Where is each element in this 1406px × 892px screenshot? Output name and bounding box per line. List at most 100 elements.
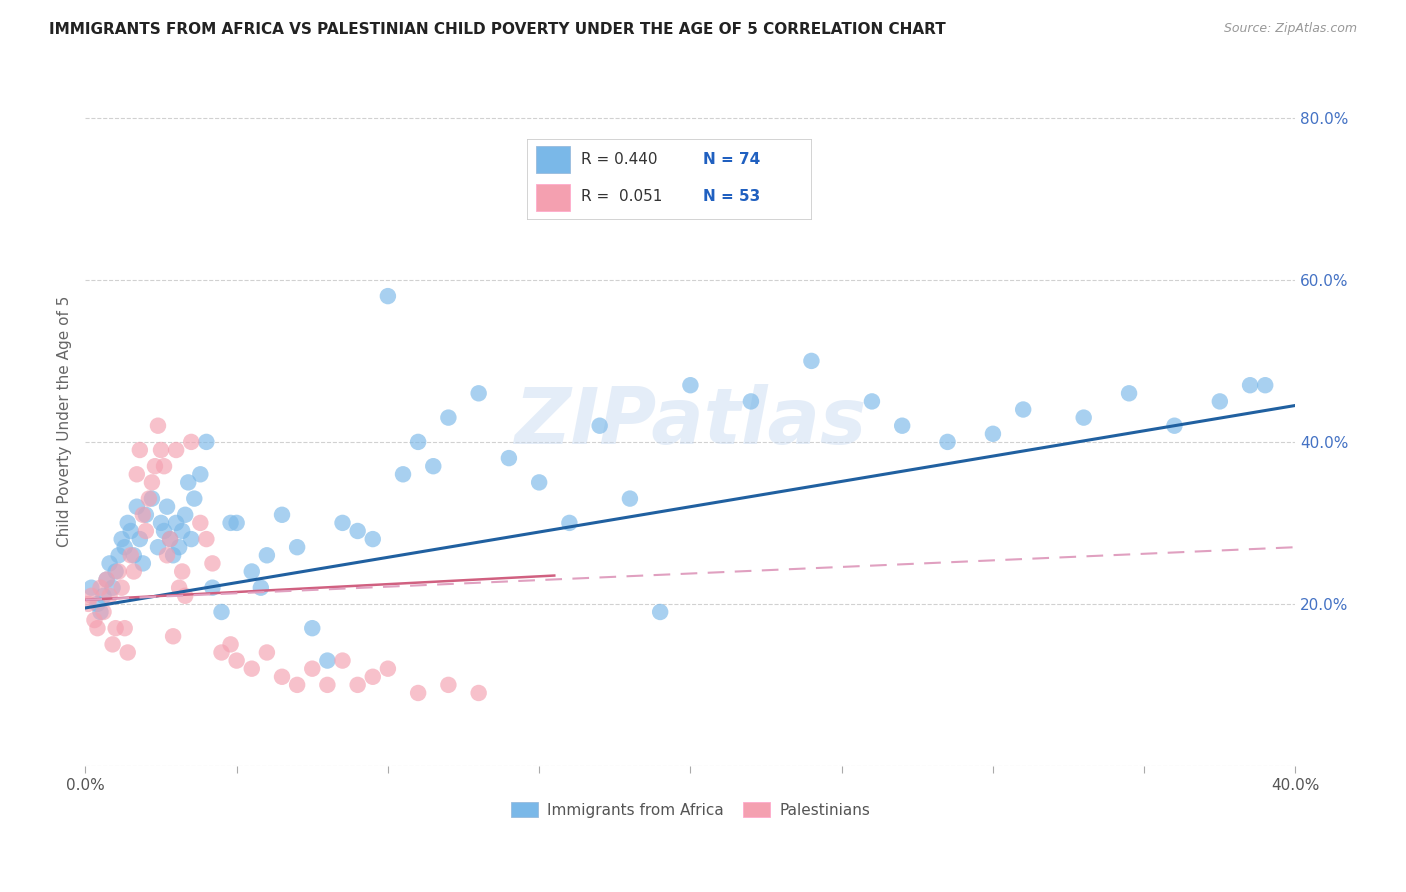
Point [120, 549, 142, 563]
Point [467, 686, 489, 700]
Point [619, 491, 641, 506]
Point [153, 524, 176, 538]
Point [86, 621, 108, 635]
Point [679, 378, 702, 392]
Point [316, 678, 339, 692]
Point [301, 662, 323, 676]
Point [285, 540, 308, 554]
Point [96, 573, 118, 587]
Point [93, 605, 115, 619]
Point [527, 475, 550, 490]
Point [437, 678, 460, 692]
Point [332, 516, 354, 530]
Point [346, 524, 368, 538]
Point [128, 442, 150, 457]
Point [125, 500, 148, 514]
Point [437, 410, 460, 425]
Point [240, 565, 263, 579]
Point [167, 581, 190, 595]
Point [936, 434, 959, 449]
Point [800, 354, 823, 368]
Point [159, 532, 181, 546]
Point [1239, 378, 1261, 392]
Point [225, 654, 247, 668]
Point [146, 540, 169, 554]
Point [256, 645, 278, 659]
Point [111, 532, 134, 546]
Point [132, 557, 155, 571]
Point [107, 565, 129, 579]
Point [188, 467, 211, 482]
Point [156, 500, 179, 514]
Point [141, 475, 163, 490]
Point [162, 629, 184, 643]
Point [188, 516, 211, 530]
Point [98, 589, 121, 603]
Point [981, 426, 1004, 441]
Point [101, 581, 124, 595]
Point [159, 532, 181, 546]
Point [1163, 418, 1185, 433]
Point [740, 394, 762, 409]
Point [891, 418, 914, 433]
Point [285, 678, 308, 692]
Point [122, 549, 145, 563]
Point [120, 524, 142, 538]
Point [111, 581, 134, 595]
Point [89, 605, 111, 619]
Point [146, 418, 169, 433]
Point [377, 289, 399, 303]
Text: IMMIGRANTS FROM AFRICA VS PALESTINIAN CHILD POVERTY UNDER THE AGE OF 5 CORRELATI: IMMIGRANTS FROM AFRICA VS PALESTINIAN CH… [49, 22, 946, 37]
Point [180, 532, 202, 546]
Point [361, 670, 384, 684]
Text: Source: ZipAtlas.com: Source: ZipAtlas.com [1223, 22, 1357, 36]
Point [83, 613, 105, 627]
Point [156, 549, 179, 563]
Point [117, 516, 139, 530]
Point [1118, 386, 1140, 401]
Point [150, 516, 173, 530]
Point [125, 467, 148, 482]
Point [201, 581, 224, 595]
Point [174, 589, 197, 603]
Point [114, 621, 136, 635]
Point [150, 442, 173, 457]
Point [860, 394, 883, 409]
Point [211, 605, 233, 619]
Text: ZIPatlas: ZIPatlas [515, 384, 866, 459]
Point [167, 540, 190, 554]
Point [1012, 402, 1035, 417]
Point [250, 581, 273, 595]
Point [93, 589, 115, 603]
Point [219, 637, 242, 651]
Point [271, 508, 294, 522]
Point [180, 434, 202, 449]
Point [406, 434, 429, 449]
Point [195, 434, 218, 449]
Point [377, 662, 399, 676]
Point [132, 508, 155, 522]
Point [104, 565, 127, 579]
Point [1254, 378, 1277, 392]
Point [138, 491, 160, 506]
Point [361, 532, 384, 546]
Point [332, 654, 354, 668]
Point [101, 637, 124, 651]
Point [80, 581, 103, 595]
Point [316, 654, 339, 668]
Point [225, 516, 247, 530]
Y-axis label: Child Poverty Under the Age of 5: Child Poverty Under the Age of 5 [58, 296, 72, 548]
Point [1073, 410, 1095, 425]
Point [177, 475, 200, 490]
Point [301, 621, 323, 635]
Point [107, 549, 129, 563]
Point [165, 442, 187, 457]
Point [1209, 394, 1232, 409]
Point [392, 467, 415, 482]
Point [96, 573, 118, 587]
Point [162, 549, 184, 563]
Point [104, 621, 127, 635]
Point [201, 557, 224, 571]
Legend: Immigrants from Africa, Palestinians: Immigrants from Africa, Palestinians [505, 796, 876, 823]
Point [117, 645, 139, 659]
